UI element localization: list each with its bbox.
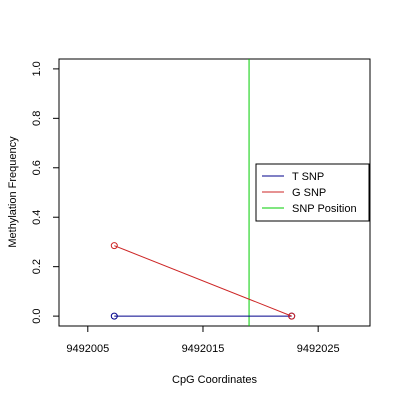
x-tick-label: 9492015 [182,343,225,355]
legend-box [255,163,370,222]
y-tick-label: 0.6 [31,160,43,175]
legend-label-snp-position: SNP Position [292,203,357,215]
y-tick-label: 0.8 [31,111,43,126]
y-tick-label: 0.0 [31,308,43,323]
plot-marks [110,59,296,326]
y-tick-label: 1.0 [31,61,43,76]
y-axis: 0.0 0.2 0.4 0.6 0.8 1.0 [31,61,59,324]
legend-label-t-snp: T SNP [292,171,324,183]
t-snp-point [110,312,118,320]
plot-frame [58,58,371,327]
y-axis-label: Methylation Frequency [7,136,19,248]
x-tick-label: 9492025 [297,343,340,355]
y-tick-label: 0.4 [31,210,43,225]
x-axis: 9492005 9492015 9492025 [66,326,340,355]
g-snp-line [114,245,292,317]
legend-label-g-snp: G SNP [292,187,326,199]
x-tick-label: 9492005 [66,343,109,355]
g-snp-point [288,312,296,320]
legend: T SNP G SNP SNP Position [255,163,370,222]
g-snp-point [110,242,118,250]
x-axis-label: CpG Coordinates [172,374,257,386]
y-tick-label: 0.2 [31,259,43,274]
